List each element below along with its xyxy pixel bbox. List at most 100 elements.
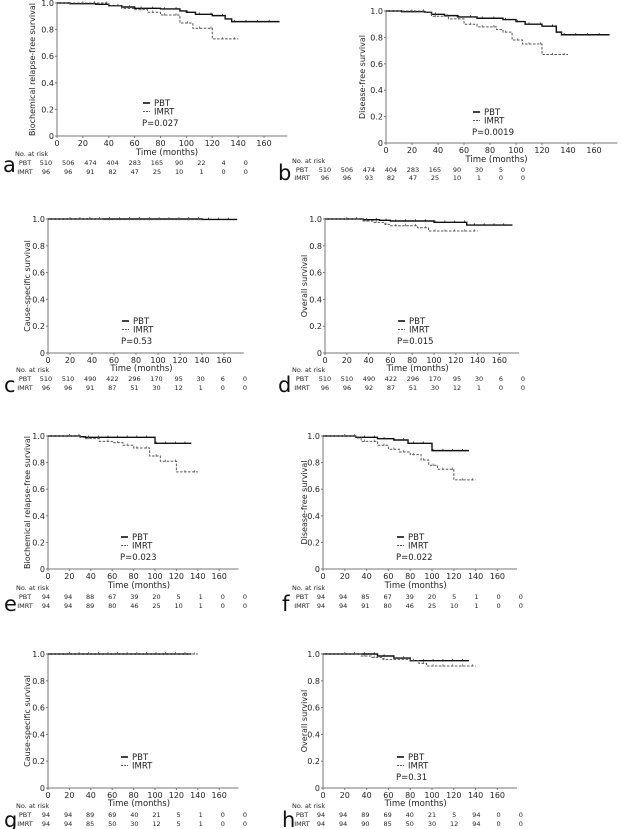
risk-count: 5 bbox=[177, 593, 181, 601]
risk-count: 0 bbox=[519, 820, 523, 828]
x-tick-label: 40 bbox=[87, 356, 97, 365]
risk-count: 0 bbox=[521, 375, 525, 383]
panel-f: 00.20.40.60.81.00 20 40 60 80 100 120 140 160Dis… bbox=[282, 432, 523, 616]
x-tick-label: 80 bbox=[405, 791, 415, 800]
risk-count: 0 bbox=[521, 384, 525, 392]
y-axis-label: Disease-free survival bbox=[358, 35, 367, 119]
risk-count: 490 bbox=[363, 375, 375, 383]
risk-count: 0 bbox=[243, 384, 247, 392]
legend-label: IMRT bbox=[484, 117, 505, 127]
risk-count: 94 bbox=[339, 820, 347, 828]
risk-count: 170 bbox=[429, 375, 441, 383]
x-tick-label: 40 bbox=[362, 572, 372, 581]
risk-count: 94 bbox=[472, 820, 480, 828]
risk-count: 0 bbox=[497, 602, 501, 610]
y-tick-label: 0 bbox=[40, 349, 45, 358]
risk-row-label: IMRT bbox=[17, 384, 33, 392]
risk-count: 0 bbox=[497, 820, 501, 828]
legend-label: PBT bbox=[132, 753, 149, 763]
y-tick-label: 0.4 bbox=[309, 295, 322, 304]
risk-count: 0 bbox=[221, 384, 225, 392]
risk-count: 50 bbox=[406, 820, 414, 828]
risk-count: 30 bbox=[475, 375, 483, 383]
y-tick-label: 0.6 bbox=[41, 52, 54, 61]
y-tick-label: 0.4 bbox=[32, 295, 45, 304]
risk-count: 87 bbox=[387, 384, 395, 392]
risk-count: 30 bbox=[152, 384, 160, 392]
p-value: P=0.027 bbox=[142, 119, 179, 129]
x-axis-label: Time (months) bbox=[109, 364, 172, 374]
x-tick-label: 40 bbox=[86, 791, 96, 800]
risk-count: 1 bbox=[199, 602, 203, 610]
x-tick-label: 140 bbox=[190, 791, 205, 800]
x-tick-label: 80 bbox=[129, 572, 139, 581]
panel-letter: f bbox=[282, 592, 290, 616]
x-tick-label: 80 bbox=[129, 791, 139, 800]
y-tick-label: 0.2 bbox=[32, 757, 45, 766]
series-line-pbt bbox=[386, 10, 610, 36]
risk-table-title: No. at risk bbox=[292, 802, 325, 810]
x-tick-label: 120 bbox=[205, 139, 220, 148]
risk-count: 93 bbox=[365, 174, 373, 182]
y-tick-label: 1.0 bbox=[41, 0, 54, 8]
x-axis-label: Time (months) bbox=[464, 155, 527, 165]
risk-count: 296 bbox=[128, 375, 140, 383]
risk-count: 40 bbox=[130, 811, 138, 819]
risk-count: 25 bbox=[428, 602, 436, 610]
risk-count: 6 bbox=[221, 375, 225, 383]
legend-label: PBT bbox=[408, 533, 425, 543]
y-axis-label: Cause-specific survival bbox=[23, 240, 32, 332]
y-tick-label: 0.4 bbox=[370, 86, 383, 95]
legend-label: IMRT bbox=[408, 762, 429, 772]
panel-d: 00.20.40.60.81.00 20 40 60 80 100 120 140 160Ove… bbox=[278, 215, 525, 397]
risk-count: 47 bbox=[409, 174, 417, 182]
x-tick-label: 100 bbox=[147, 791, 162, 800]
risk-count: 96 bbox=[64, 384, 72, 392]
panel-h: 00.20.40.60.81.00 20 40 60 80 100 120 140 160Ove… bbox=[282, 650, 523, 829]
risk-table-title: No. at risk bbox=[292, 366, 325, 374]
y-axis-label: Biochemical relapse-free survival bbox=[23, 436, 32, 569]
legend-label: IMRT bbox=[408, 542, 429, 552]
legend-label: IMRT bbox=[132, 762, 153, 772]
y-tick-label: 0.8 bbox=[41, 26, 54, 35]
risk-count: 0 bbox=[521, 166, 525, 174]
x-tick-label: 40 bbox=[364, 356, 374, 365]
risk-count: 94 bbox=[317, 820, 325, 828]
risk-count: 5 bbox=[177, 811, 181, 819]
x-tick-label: 140 bbox=[468, 791, 483, 800]
risk-count: 0 bbox=[497, 593, 501, 601]
y-tick-label: 1.0 bbox=[32, 432, 45, 441]
y-tick-label: 0.2 bbox=[307, 757, 320, 766]
y-tick-label: 0.4 bbox=[32, 512, 45, 521]
y-tick-label: 0 bbox=[315, 784, 320, 793]
risk-count: 30 bbox=[130, 820, 138, 828]
panel-letter: a bbox=[3, 153, 16, 177]
risk-count: 67 bbox=[108, 593, 116, 601]
risk-row-label: PBT bbox=[19, 811, 31, 819]
risk-table-title: No. at risk bbox=[15, 150, 48, 158]
risk-count: 12 bbox=[453, 384, 461, 392]
risk-count: 0 bbox=[243, 593, 247, 601]
risk-count: 12 bbox=[174, 384, 182, 392]
risk-count: 94 bbox=[42, 602, 50, 610]
risk-count: 96 bbox=[343, 174, 351, 182]
risk-count: 0 bbox=[499, 384, 503, 392]
y-axis-label: Overall survival bbox=[300, 690, 309, 752]
p-value: P=0.023 bbox=[120, 553, 157, 563]
panel-letter: c bbox=[4, 373, 16, 397]
x-tick-label: 20 bbox=[78, 139, 88, 148]
panel-e: 00.20.40.60.81.00 20 40 60 80 100 120 140 160Bio… bbox=[4, 432, 247, 616]
y-tick-label: 0.6 bbox=[307, 704, 320, 713]
risk-count: 0 bbox=[222, 168, 226, 176]
p-value: P=0.015 bbox=[397, 337, 434, 347]
risk-count: 80 bbox=[108, 602, 116, 610]
panel-c: 00.20.40.60.81.00 20 40 60 80 100 120 140 160Cau… bbox=[4, 215, 247, 397]
y-tick-label: 0 bbox=[315, 565, 320, 574]
risk-count: 94 bbox=[317, 593, 325, 601]
risk-count: 25 bbox=[431, 174, 439, 182]
risk-count: 88 bbox=[86, 593, 94, 601]
x-tick-label: 160 bbox=[490, 572, 505, 581]
risk-row-label: IMRT bbox=[17, 820, 33, 828]
y-tick-label: 0.6 bbox=[32, 704, 45, 713]
y-tick-label: 0.6 bbox=[370, 60, 383, 69]
